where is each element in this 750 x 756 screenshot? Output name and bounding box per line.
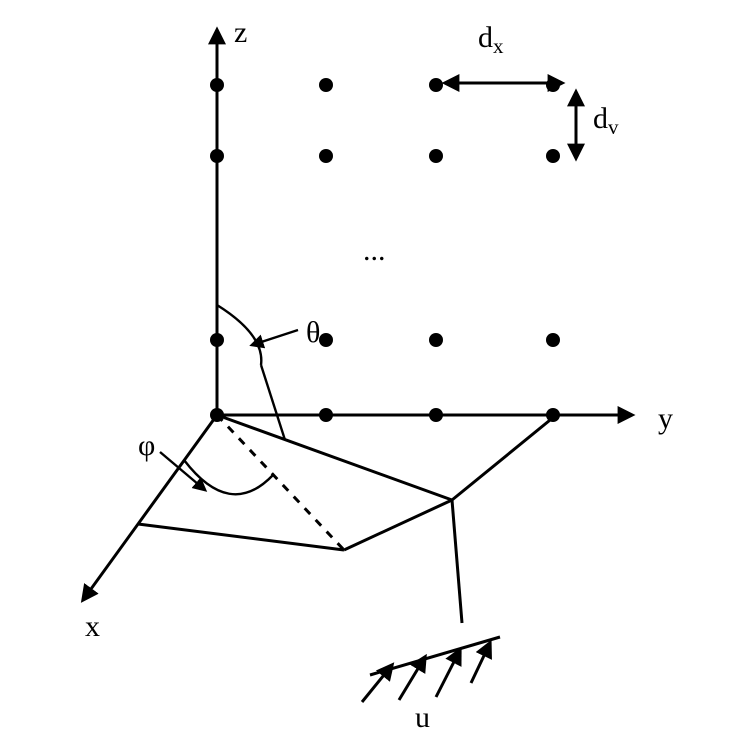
proj-edge (452, 416, 555, 500)
array-element-dot (429, 78, 443, 92)
array-element-dot (319, 149, 333, 163)
array-element-dot (429, 149, 443, 163)
u-source-arrow (471, 643, 490, 683)
coordinate-diagram: z y x... dx dv u θ φ (0, 0, 750, 756)
origin-to-P1 (217, 415, 452, 500)
theta-label: θ (306, 316, 320, 349)
array-element-dot (429, 333, 443, 347)
proj-edge (344, 500, 452, 550)
theta-arc (217, 305, 261, 365)
proj-edge (138, 524, 344, 550)
array-element-dot (429, 408, 443, 422)
phi-arc (184, 460, 273, 494)
u-source-arrow (362, 665, 392, 702)
array-element-dot (546, 78, 560, 92)
u-direction-line (452, 500, 462, 623)
array-element-dot (319, 408, 333, 422)
x-axis-label: x (85, 610, 100, 643)
z-axis-label: z (234, 16, 247, 49)
dv-label: dv (593, 102, 619, 139)
array-element-dot (546, 149, 560, 163)
u-source-arrow (436, 650, 460, 697)
array-element-dot (210, 149, 224, 163)
projection-dashed (217, 415, 344, 550)
array-element-dot (210, 78, 224, 92)
dx-label: dx (478, 21, 504, 58)
array-element-dot (319, 78, 333, 92)
y-axis-label: y (658, 402, 673, 435)
array-element-dot (546, 333, 560, 347)
theta-pointer (252, 330, 298, 345)
grid-ellipsis: ... (363, 234, 386, 267)
theta-arc-continuation (261, 365, 285, 440)
u-label: u (415, 701, 430, 734)
array-element-dot (210, 333, 224, 347)
array-element-dot (319, 333, 333, 347)
phi-label: φ (138, 429, 155, 462)
